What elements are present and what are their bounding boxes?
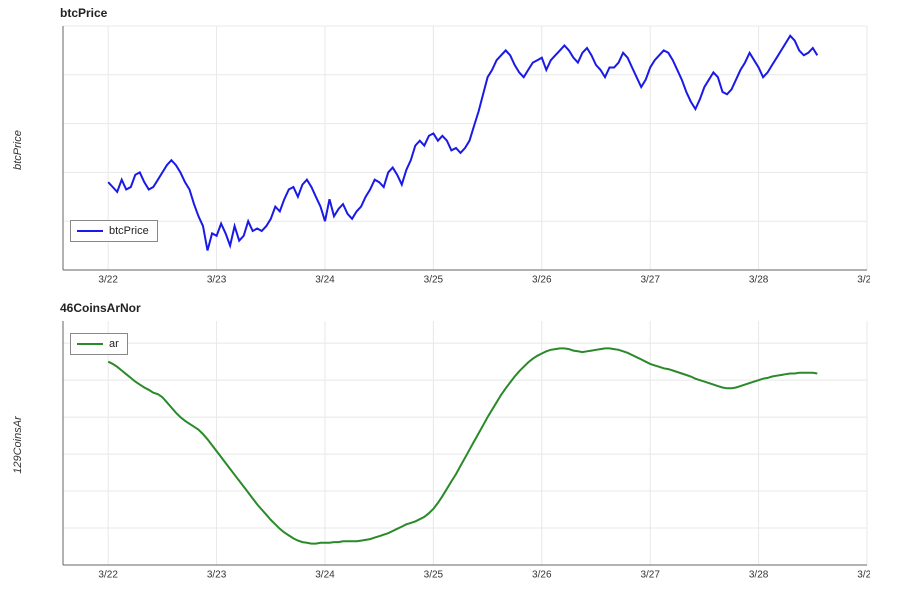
svg-text:3/22: 3/22	[98, 569, 118, 580]
bottom-legend: ar	[70, 333, 128, 355]
svg-text:3/27: 3/27	[640, 569, 660, 580]
top-chart-svg: 64000660006800070000720003/223/233/243/2…	[60, 10, 870, 290]
bottom-chart-title: 46CoinsArNor	[60, 301, 141, 315]
bottom-chart-svg: 0.550.60.650.70.750.83/223/233/243/253/2…	[60, 305, 870, 585]
chart-container: btcPrice btcPrice 6400066000680007000072…	[0, 0, 900, 600]
svg-text:3/27: 3/27	[640, 274, 660, 285]
svg-text:3/24: 3/24	[315, 569, 335, 580]
bottom-panel: 46CoinsArNor 129CoinsAr 0.550.60.650.70.…	[60, 305, 870, 585]
svg-text:3/25: 3/25	[424, 569, 444, 580]
bottom-y-axis-label: 129CoinsAr	[12, 416, 24, 473]
svg-text:3/29: 3/29	[857, 274, 870, 285]
top-panel: btcPrice btcPrice 6400066000680007000072…	[60, 10, 870, 290]
top-legend: btcPrice	[70, 220, 158, 242]
top-legend-label: btcPrice	[109, 225, 149, 237]
svg-text:3/26: 3/26	[532, 569, 552, 580]
top-chart-title: btcPrice	[60, 6, 107, 20]
svg-text:3/26: 3/26	[532, 274, 552, 285]
svg-text:3/25: 3/25	[424, 274, 444, 285]
svg-text:3/28: 3/28	[749, 569, 769, 580]
svg-text:3/23: 3/23	[207, 274, 227, 285]
svg-text:3/23: 3/23	[207, 569, 227, 580]
svg-text:3/28: 3/28	[749, 274, 769, 285]
top-legend-swatch	[77, 230, 103, 232]
svg-text:3/22: 3/22	[98, 274, 118, 285]
bottom-legend-swatch	[77, 343, 103, 345]
svg-text:3/24: 3/24	[315, 274, 335, 285]
svg-text:3/29: 3/29	[857, 569, 870, 580]
bottom-legend-label: ar	[109, 338, 119, 350]
top-y-axis-label: btcPrice	[12, 130, 24, 170]
